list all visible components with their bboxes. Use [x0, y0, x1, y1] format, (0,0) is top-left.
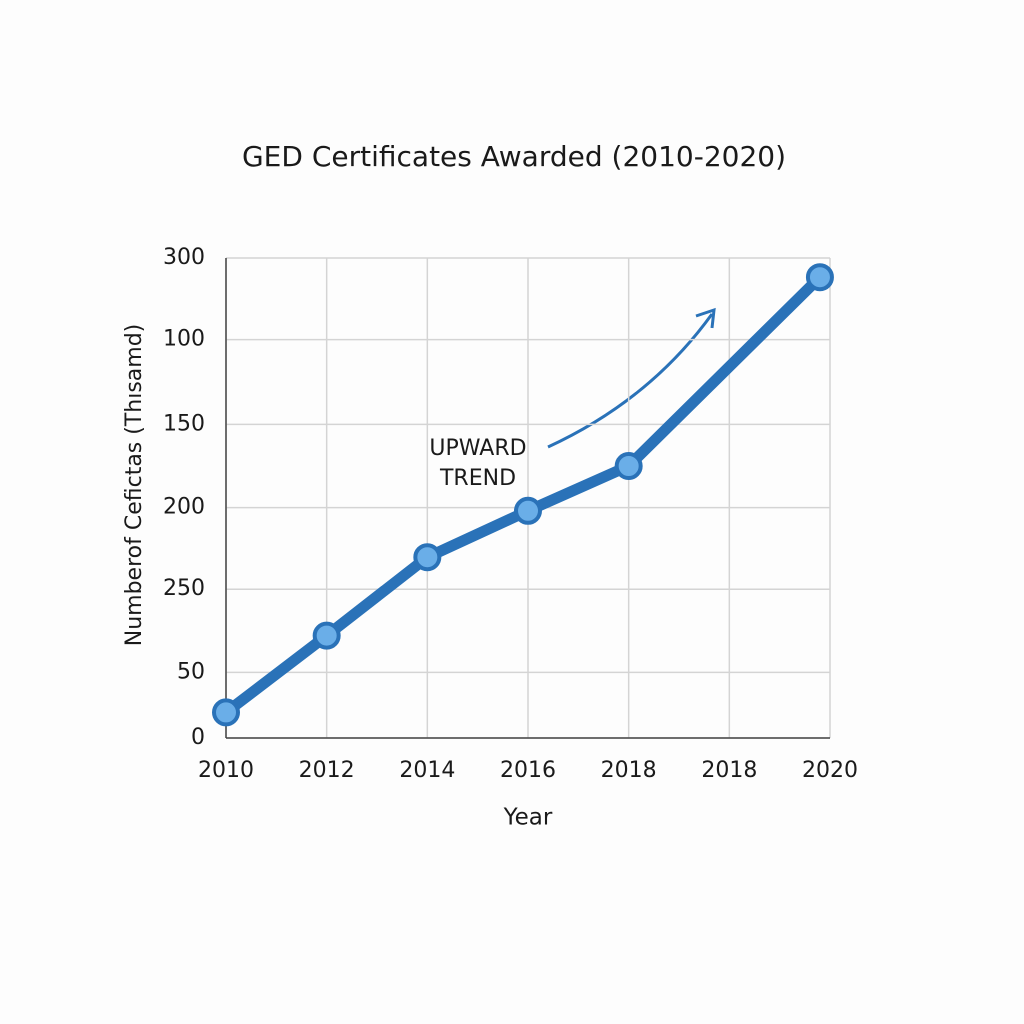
x-tick-label: 2016 [500, 758, 556, 783]
annotation-arrowhead [695, 307, 716, 329]
annotation: UPWARD [429, 436, 526, 461]
data-point [614, 452, 643, 480]
y-tick-label: 100 [163, 327, 205, 352]
x-tick-label: 2018 [701, 758, 757, 783]
data-line [222, 273, 824, 717]
x-tick-label: 2020 [802, 758, 858, 783]
data-point [514, 496, 542, 525]
x-tick-label: 2018 [601, 758, 657, 783]
x-tick-label: 2014 [399, 758, 455, 783]
y-tick-label: 150 [163, 411, 205, 436]
annotation-arrow [547, 313, 714, 449]
y-tick-label: 0 [191, 725, 205, 750]
y-tick-label: 250 [163, 576, 205, 601]
y-tick-label: 50 [177, 659, 205, 684]
x-axis-label: Year [503, 805, 553, 831]
data-point [312, 621, 341, 650]
y-tick-label: 200 [163, 495, 205, 520]
data-point [413, 543, 442, 572]
annotation: TREND [439, 466, 516, 491]
chart-title: GED Certificates Awarded (2010-2020) [242, 140, 786, 173]
x-tick-label: 2012 [299, 758, 355, 783]
y-axis-label: Numberof Cefictas (Thısamd) [122, 324, 147, 647]
x-tick-label: 2010 [198, 758, 254, 783]
y-tick-label: 300 [163, 245, 205, 270]
data-point [212, 698, 240, 727]
data-point [805, 263, 834, 292]
